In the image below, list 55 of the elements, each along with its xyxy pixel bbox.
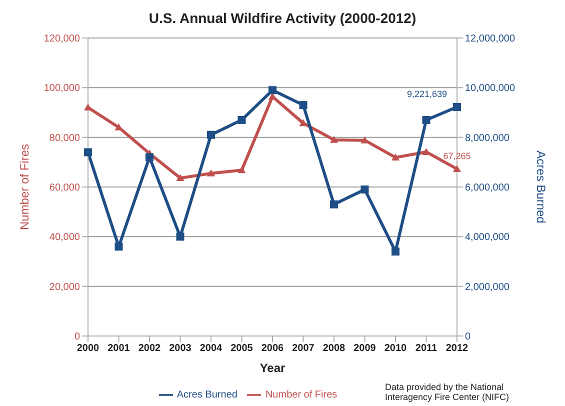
x-tick-label: 2003 xyxy=(169,343,192,354)
point xyxy=(392,248,400,256)
y-tick-label: 40,000 xyxy=(49,232,80,244)
data-label: 9,221,639 xyxy=(406,88,447,99)
legend-label: Number of Fires xyxy=(265,390,338,401)
y2-tick-label: 8,000,000 xyxy=(465,132,510,144)
point xyxy=(299,101,308,110)
point xyxy=(453,102,461,111)
x-tick-label: 2002 xyxy=(138,343,162,354)
y2-tick-label: 2,000,000 xyxy=(465,282,510,293)
x-tick-label: 2012 xyxy=(446,343,469,354)
chart-title: U.S. Annual Wildfire Activity (2000-2012) xyxy=(148,9,418,26)
point xyxy=(176,232,184,241)
y2-tick-label: 10,000,000 xyxy=(465,83,516,94)
point xyxy=(146,153,154,162)
point xyxy=(392,153,400,160)
y2-axis-title: Acres Burned xyxy=(534,150,548,224)
y2-tick-label: 0 xyxy=(465,332,471,343)
point xyxy=(268,86,276,94)
x-tick-label: 2007 xyxy=(292,343,315,354)
data-label: 67,265 xyxy=(443,150,471,161)
point xyxy=(84,148,92,156)
x-tick-label: 2010 xyxy=(384,343,408,354)
y-tick-label: 100,000 xyxy=(44,83,80,94)
y-tick-label: 0 xyxy=(74,332,80,343)
y-tick-label: 120,000 xyxy=(44,34,80,45)
point xyxy=(330,200,338,208)
x-tick-label: 2008 xyxy=(322,343,346,354)
y-tick-label: 20,000 xyxy=(49,282,80,293)
point xyxy=(176,174,184,182)
point xyxy=(114,242,123,251)
text: Data provided by the National Interagency Fire Center (NIFC) xyxy=(385,382,510,402)
point xyxy=(207,130,215,139)
y-tick-label: 60,000 xyxy=(49,182,80,194)
point xyxy=(238,166,246,174)
point xyxy=(453,164,461,172)
y-tick-label: 80,000 xyxy=(49,132,80,144)
y2-tick-label: 4,000,000 xyxy=(465,232,510,244)
x-axis-title: Year xyxy=(260,361,286,375)
x-tick-label: 2011 xyxy=(415,343,438,354)
y2-tick-label: 12,000,000 xyxy=(465,34,516,45)
x-tick-label: 2004 xyxy=(200,343,223,354)
point xyxy=(422,116,430,124)
legend-label: Acres Burned xyxy=(176,390,238,401)
point xyxy=(207,169,215,176)
x-tick-label: 2000 xyxy=(76,343,100,354)
point xyxy=(238,116,246,124)
y-axis-title: Number of Fires xyxy=(17,144,32,230)
point xyxy=(360,185,369,194)
x-tick-label: 2009 xyxy=(354,343,376,354)
y2-tick-label: 6,000,000 xyxy=(465,182,510,194)
x-tick-label: 2006 xyxy=(261,343,284,354)
point xyxy=(330,136,338,143)
x-tick-label: 2005 xyxy=(230,343,254,354)
x-tick-label: 2001 xyxy=(108,343,130,354)
